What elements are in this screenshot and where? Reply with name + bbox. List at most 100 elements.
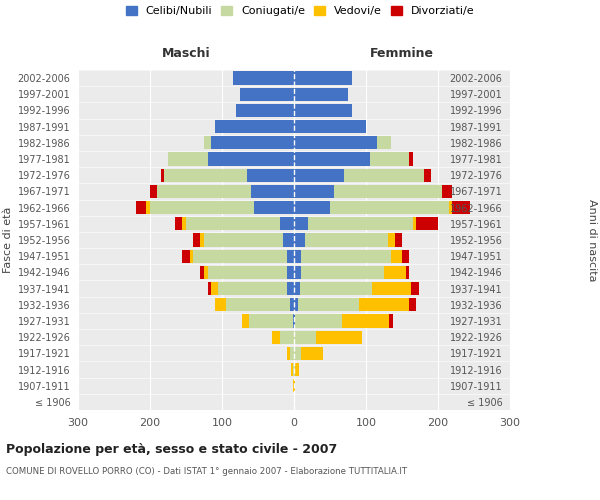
- Bar: [247, 168, 294, 182]
- Bar: [409, 298, 416, 312]
- Bar: [240, 88, 294, 101]
- Bar: [384, 266, 406, 279]
- Bar: [294, 104, 352, 117]
- Bar: [391, 250, 402, 263]
- Bar: [301, 266, 384, 279]
- Bar: [168, 152, 208, 166]
- Bar: [186, 217, 280, 230]
- Bar: [334, 185, 442, 198]
- Bar: [293, 379, 294, 392]
- Bar: [389, 314, 392, 328]
- Bar: [190, 250, 193, 263]
- Bar: [293, 363, 294, 376]
- Bar: [372, 282, 412, 295]
- Bar: [294, 250, 301, 263]
- Bar: [308, 217, 413, 230]
- Bar: [226, 298, 290, 312]
- Bar: [406, 266, 409, 279]
- Legend: Celibi/Nubili, Coniugati/e, Vedovi/e, Divorziati/e: Celibi/Nubili, Coniugati/e, Vedovi/e, Di…: [125, 6, 475, 16]
- Bar: [287, 250, 294, 263]
- Bar: [442, 185, 452, 198]
- Bar: [294, 201, 330, 214]
- Bar: [301, 346, 323, 360]
- Bar: [412, 282, 419, 295]
- Text: Maschi: Maschi: [161, 47, 211, 60]
- Bar: [416, 217, 438, 230]
- Bar: [164, 168, 247, 182]
- Bar: [251, 185, 294, 198]
- Bar: [150, 185, 157, 198]
- Bar: [218, 282, 287, 295]
- Bar: [294, 363, 295, 376]
- Bar: [193, 234, 200, 246]
- Bar: [300, 282, 372, 295]
- Bar: [294, 152, 370, 166]
- Bar: [449, 201, 452, 214]
- Bar: [287, 282, 294, 295]
- Bar: [344, 168, 424, 182]
- Bar: [204, 234, 283, 246]
- Bar: [250, 314, 293, 328]
- Bar: [294, 120, 366, 134]
- Bar: [211, 136, 294, 149]
- Text: COMUNE DI ROVELLO PORRO (CO) - Dati ISTAT 1° gennaio 2007 - Elaborazione TUTTITA: COMUNE DI ROVELLO PORRO (CO) - Dati ISTA…: [6, 468, 407, 476]
- Bar: [136, 201, 146, 214]
- Bar: [215, 298, 226, 312]
- Bar: [294, 136, 377, 149]
- Bar: [294, 185, 334, 198]
- Bar: [305, 234, 388, 246]
- Y-axis label: Fasce di età: Fasce di età: [4, 207, 13, 273]
- Text: Anni di nascita: Anni di nascita: [587, 198, 597, 281]
- Bar: [208, 266, 287, 279]
- Bar: [294, 234, 305, 246]
- Bar: [254, 201, 294, 214]
- Bar: [409, 152, 413, 166]
- Bar: [150, 201, 254, 214]
- Bar: [204, 136, 211, 149]
- Bar: [342, 314, 389, 328]
- Bar: [359, 298, 409, 312]
- Bar: [295, 314, 342, 328]
- Bar: [233, 72, 294, 85]
- Bar: [280, 330, 294, 344]
- Bar: [330, 201, 449, 214]
- Bar: [294, 72, 352, 85]
- Bar: [301, 250, 391, 263]
- Bar: [200, 266, 204, 279]
- Bar: [208, 282, 211, 295]
- Bar: [272, 330, 280, 344]
- Bar: [294, 330, 316, 344]
- Bar: [294, 314, 295, 328]
- Text: Popolazione per età, sesso e stato civile - 2007: Popolazione per età, sesso e stato civil…: [6, 442, 337, 456]
- Bar: [287, 346, 290, 360]
- Bar: [424, 168, 431, 182]
- Bar: [157, 185, 251, 198]
- Bar: [294, 88, 348, 101]
- Text: Femmine: Femmine: [370, 47, 434, 60]
- Bar: [316, 330, 362, 344]
- Bar: [294, 298, 298, 312]
- Bar: [295, 363, 299, 376]
- Bar: [175, 217, 182, 230]
- Bar: [280, 217, 294, 230]
- Bar: [146, 201, 150, 214]
- Bar: [395, 234, 402, 246]
- Bar: [298, 298, 359, 312]
- Bar: [242, 314, 250, 328]
- Bar: [200, 234, 204, 246]
- Bar: [182, 217, 186, 230]
- Bar: [370, 152, 409, 166]
- Bar: [377, 136, 391, 149]
- Bar: [452, 201, 470, 214]
- Bar: [283, 234, 294, 246]
- Bar: [290, 298, 294, 312]
- Bar: [211, 282, 218, 295]
- Bar: [182, 250, 190, 263]
- Bar: [236, 104, 294, 117]
- Bar: [204, 266, 208, 279]
- Bar: [193, 250, 287, 263]
- Bar: [294, 346, 301, 360]
- Bar: [294, 282, 300, 295]
- Bar: [294, 379, 295, 392]
- Bar: [388, 234, 395, 246]
